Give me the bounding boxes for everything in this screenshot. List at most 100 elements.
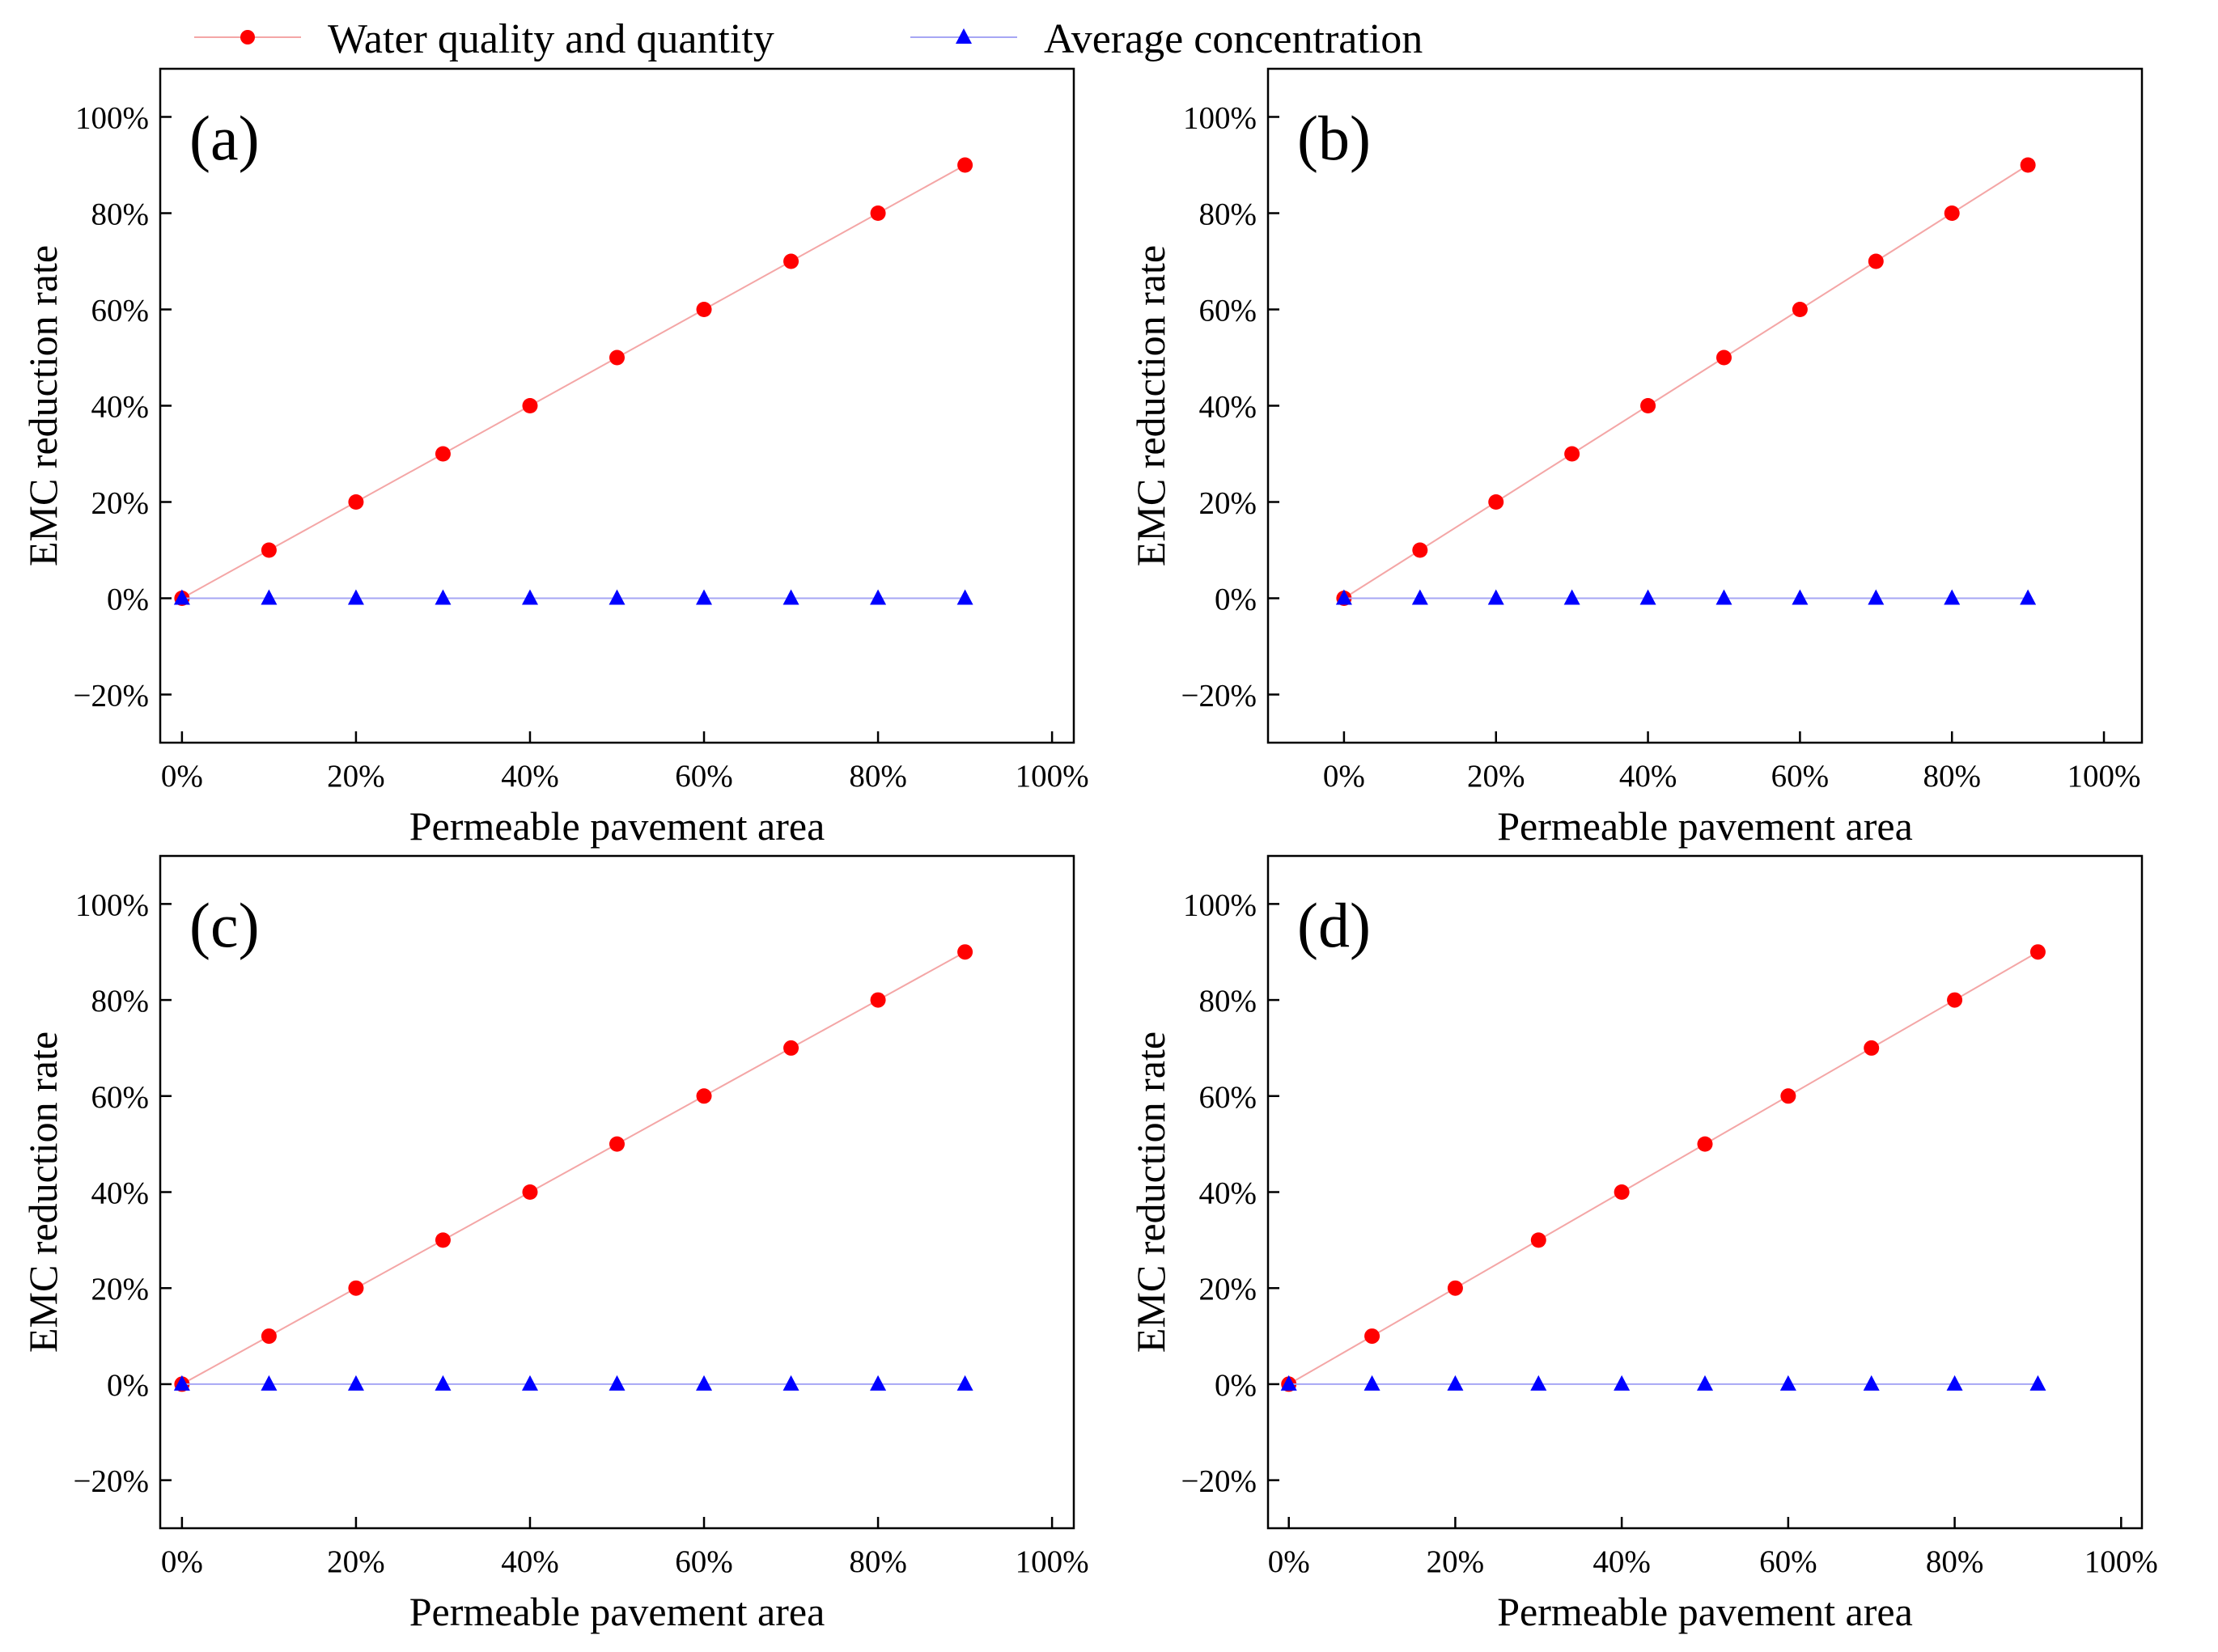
y-tick-label-b: 80%: [1199, 197, 1257, 232]
x-tick-label-a: 0%: [161, 759, 203, 794]
series-line-water-quality-c: [181, 951, 966, 1385]
point-water-quality-b: [1488, 494, 1504, 510]
point-water-quality-a: [870, 205, 886, 221]
series-line-water-quality-b: [1343, 164, 2029, 599]
point-water-quality-c: [261, 1328, 277, 1345]
legend-item-average-concentration: Average concentration: [910, 16, 1423, 62]
point-average-concentration-a: [609, 589, 626, 605]
y-tick-label-c: 0%: [107, 1368, 149, 1403]
x-tick-label-d: 0%: [1268, 1544, 1310, 1579]
legend-item-water-quality: Water quality and quantity: [194, 16, 774, 62]
point-average-concentration-d: [1863, 1375, 1880, 1391]
point-average-concentration-c: [870, 1375, 887, 1391]
y-tick-label-a: 60%: [91, 294, 150, 328]
point-water-quality-c: [522, 1184, 538, 1200]
point-average-concentration-a: [782, 589, 799, 605]
panel-a: 0% 20% 40% 60% 80% 100% −20% 0% 20% 40% 60% 80% 100%…: [20, 67, 1089, 849]
plot-frame-b: [1266, 67, 2144, 744]
legend-marker-water-quality: [240, 30, 255, 44]
point-average-concentration-d: [1280, 1375, 1297, 1391]
plot-frame-a: [159, 67, 1075, 744]
point-average-concentration-d: [1779, 1375, 1796, 1391]
point-water-quality-c: [783, 1040, 799, 1056]
legend-marker-average-concentration: [956, 28, 972, 44]
point-average-concentration-c: [261, 1375, 278, 1391]
x-tick-label-b: 100%: [2067, 759, 2141, 794]
y-tick-label-d: 20%: [1199, 1272, 1257, 1307]
point-average-concentration-c: [173, 1375, 190, 1391]
point-water-quality-b: [1868, 253, 1884, 269]
point-average-concentration-c: [782, 1375, 799, 1391]
x-tick-label-d: 100%: [2084, 1544, 2158, 1579]
panel-label-d: (d): [1297, 890, 1371, 960]
point-average-concentration-a: [521, 589, 538, 605]
point-average-concentration-a: [435, 589, 452, 605]
point-average-concentration-c: [956, 1375, 973, 1391]
y-tick-label-c: 60%: [91, 1080, 150, 1115]
point-water-quality-a: [261, 542, 277, 558]
y-tick-label-d: 0%: [1215, 1368, 1257, 1403]
point-water-quality-b: [1944, 205, 1960, 221]
x-tick-label-b: 60%: [1771, 759, 1830, 794]
point-average-concentration-b: [1487, 589, 1504, 605]
point-water-quality-a: [696, 302, 712, 317]
y-axis-title-a: EMC reduction rate: [20, 245, 66, 566]
point-water-quality-c: [870, 992, 886, 1008]
point-water-quality-b: [1640, 398, 1656, 413]
point-water-quality-b: [2020, 157, 2036, 173]
point-average-concentration-a: [870, 589, 887, 605]
y-tick-label-b: 0%: [1215, 582, 1257, 617]
panel-b: 0% 20% 40% 60% 80% 100% −20% 0% 20% 40% 60% 80% 100%…: [1128, 67, 2144, 849]
series-line-water-quality-a: [181, 164, 966, 599]
point-average-concentration-d: [1447, 1375, 1464, 1391]
x-tick-label-b: 0%: [1323, 759, 1365, 794]
point-average-concentration-b: [1715, 589, 1732, 605]
y-tick-label-a: 80%: [91, 197, 150, 232]
point-average-concentration-c: [521, 1375, 538, 1391]
panels: 0% 20% 40% 60% 80% 100% −20% 0% 20% 40% 60% 80% 100%…: [20, 67, 2158, 1634]
y-tick-label-d: 60%: [1199, 1080, 1257, 1115]
y-tick-label-a: 0%: [107, 582, 149, 617]
point-average-concentration-b: [2020, 589, 2037, 605]
point-water-quality-d: [1364, 1328, 1380, 1345]
point-water-quality-b: [1792, 302, 1808, 317]
y-tick-label-b: 20%: [1199, 486, 1257, 521]
y-tick-label-d: 40%: [1199, 1176, 1257, 1211]
x-axis-title-c: Permeable pavement area: [409, 1589, 825, 1634]
point-water-quality-a: [609, 349, 625, 366]
point-average-concentration-c: [696, 1375, 713, 1391]
point-water-quality-a: [522, 398, 538, 413]
y-tick-label-c: 100%: [75, 887, 149, 922]
y-tick-label-c: −20%: [74, 1464, 149, 1499]
point-average-concentration-a: [347, 589, 364, 605]
point-average-concentration-b: [1944, 589, 1961, 605]
point-average-concentration-d: [1946, 1375, 1963, 1391]
point-water-quality-d: [1530, 1232, 1546, 1248]
x-axis-title-d: Permeable pavement area: [1497, 1589, 1913, 1634]
plot-frame-d: [1266, 854, 2144, 1530]
y-axis-title-b: EMC reduction rate: [1128, 245, 1173, 566]
point-water-quality-c: [435, 1232, 451, 1248]
y-tick-label-d: −20%: [1181, 1464, 1257, 1499]
x-tick-label-b: 80%: [1923, 759, 1981, 794]
x-tick-label-b: 40%: [1619, 759, 1677, 794]
y-tick-label-c: 20%: [91, 1272, 150, 1307]
point-water-quality-c: [696, 1088, 712, 1104]
point-average-concentration-d: [1363, 1375, 1380, 1391]
y-tick-label-b: 100%: [1183, 101, 1257, 136]
series-line-water-quality-d: [1288, 951, 2038, 1385]
point-water-quality-d: [1947, 992, 1963, 1008]
point-average-concentration-a: [696, 589, 713, 605]
point-water-quality-d: [1780, 1088, 1796, 1104]
x-tick-label-a: 100%: [1016, 759, 1089, 794]
x-tick-label-b: 20%: [1467, 759, 1525, 794]
point-water-quality-c: [609, 1136, 625, 1152]
x-tick-label-d: 20%: [1427, 1544, 1485, 1579]
x-tick-label-a: 60%: [675, 759, 733, 794]
point-water-quality-a: [783, 253, 799, 269]
point-water-quality-b: [1564, 446, 1580, 462]
y-tick-label-a: 40%: [91, 390, 150, 425]
x-tick-label-d: 40%: [1592, 1544, 1651, 1579]
x-tick-label-d: 60%: [1759, 1544, 1817, 1579]
y-tick-label-b: 40%: [1199, 390, 1257, 425]
